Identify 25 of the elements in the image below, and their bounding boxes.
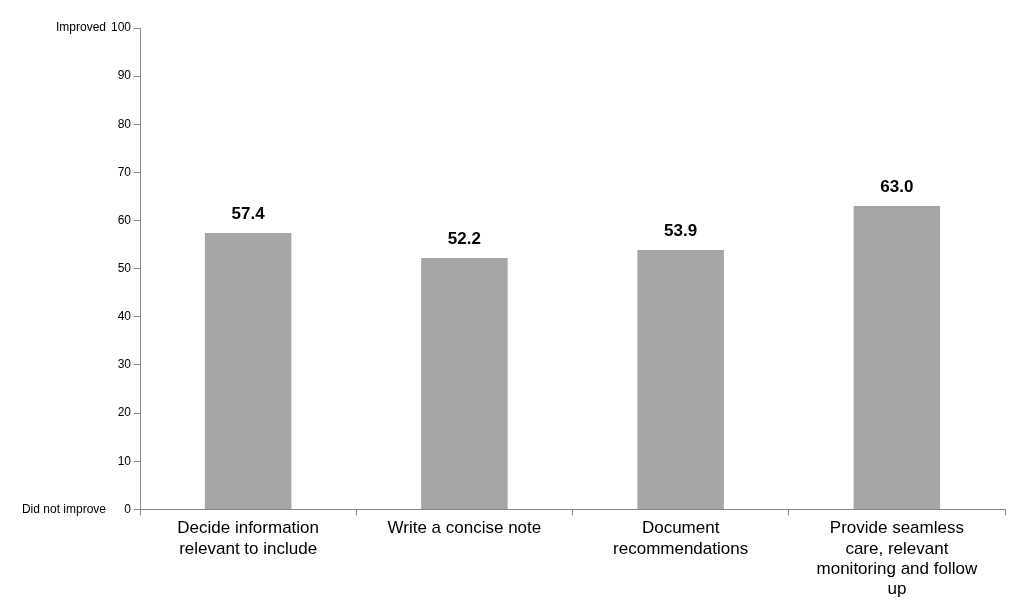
text: Improved: [55, 20, 106, 35]
bar: [637, 249, 724, 509]
data-label: 63.0: [880, 177, 914, 197]
data-label: 53.9: [664, 221, 698, 241]
bar: [853, 206, 941, 509]
data-label: 52.2: [447, 229, 481, 249]
y-tick-label: 0: [124, 501, 132, 516]
x-tick-label: Document recommendations: [613, 518, 749, 558]
text: Did not improve: [21, 501, 107, 516]
x-tick-label: Decide information relevant to include: [177, 518, 320, 558]
y-tick-label: 70: [117, 164, 132, 179]
y-tick-label: 100: [110, 20, 132, 35]
bar: [421, 258, 508, 509]
y-tick-label: 50: [117, 261, 132, 276]
y-tick-label: 20: [117, 405, 132, 420]
x-tick-label: Provide seamless care, relevant monitoring and follow up: [816, 518, 978, 599]
y-tick-label: 10: [117, 453, 132, 468]
x-tick-label: Write a concise note: [387, 518, 542, 538]
y-tick-label: 80: [117, 116, 132, 131]
y-tick-label: 40: [117, 309, 132, 324]
data-label: 57.4: [231, 204, 266, 224]
y-tick-label: 30: [117, 357, 132, 372]
bar: [204, 233, 292, 509]
y-tick-label: 60: [117, 212, 132, 227]
y-tick-label: 90: [117, 68, 132, 83]
